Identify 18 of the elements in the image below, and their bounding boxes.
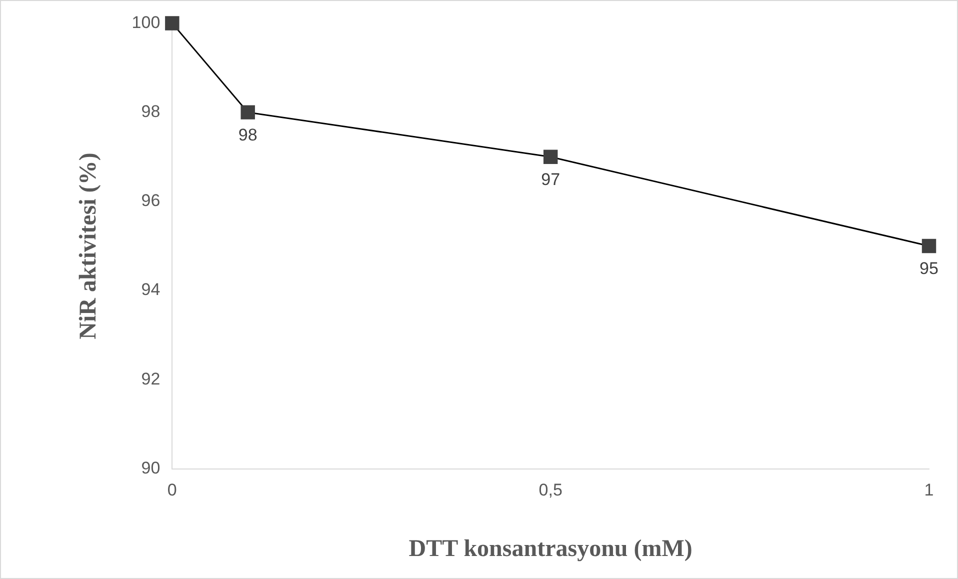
x-tick-label: 0,5: [538, 480, 562, 500]
data-label: 98: [238, 126, 258, 145]
x-axis-title: DTT konsantrasyonu (mM): [408, 536, 692, 562]
y-axis-title: NiR aktivitesi (%): [76, 152, 102, 340]
y-tick-label: 98: [141, 102, 160, 122]
data-label: 97: [541, 170, 560, 190]
point: [240, 105, 255, 120]
x-tick-label: 1: [924, 480, 934, 500]
y-tick-label: 96: [141, 191, 160, 210]
y-tick-label: 94: [141, 280, 160, 300]
x-tick-label: 0: [167, 480, 177, 500]
point: [922, 238, 936, 254]
data-label: 95: [920, 259, 938, 278]
y-tick-label: 92: [141, 369, 160, 388]
y-tick-label: 100: [132, 12, 160, 32]
y-tick-label: 90: [141, 458, 160, 478]
point: [543, 150, 558, 164]
point: [165, 16, 180, 30]
